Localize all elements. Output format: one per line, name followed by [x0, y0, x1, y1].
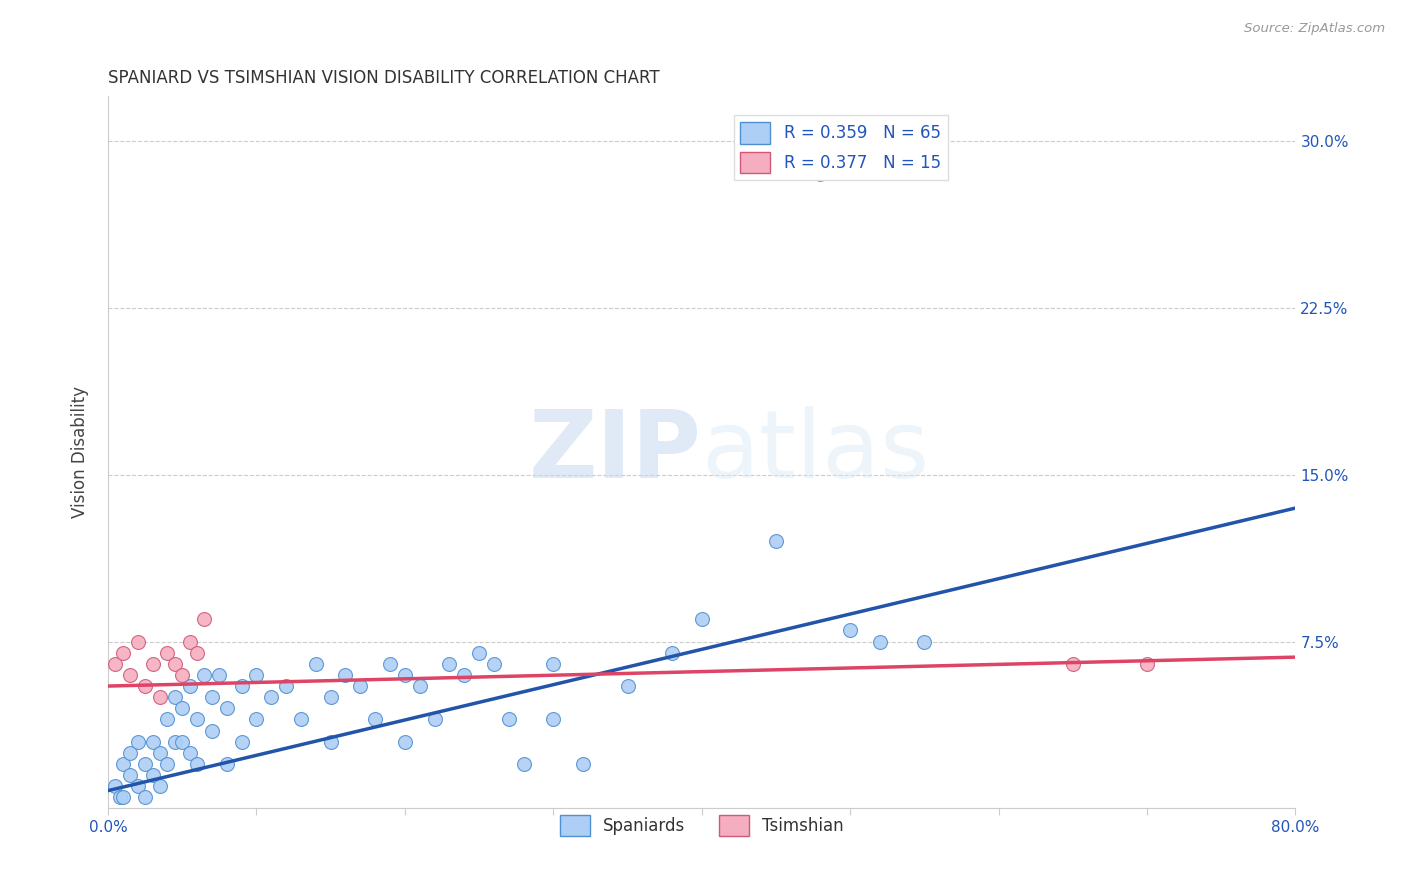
Point [141, 734, 163, 748]
Point [201, 690, 224, 705]
Point [104, 779, 127, 793]
Point [482, 657, 505, 671]
Text: ZIP: ZIP [529, 407, 702, 499]
Point [468, 646, 491, 660]
Point [765, 534, 787, 549]
Point [120, 768, 142, 782]
Point [134, 756, 156, 771]
Point [260, 690, 283, 705]
Point [163, 690, 186, 705]
Point [149, 690, 172, 705]
Point [179, 679, 201, 693]
Point [111, 790, 134, 805]
Point [172, 734, 194, 748]
Point [186, 756, 208, 771]
Text: Source: ZipAtlas.com: Source: ZipAtlas.com [1244, 22, 1385, 36]
Point [290, 713, 312, 727]
Point [616, 679, 638, 693]
Y-axis label: Vision Disability: Vision Disability [72, 386, 89, 518]
Point [120, 746, 142, 760]
Point [394, 734, 416, 748]
Legend: Spaniards, Tsimshian: Spaniards, Tsimshian [553, 808, 851, 843]
Point [305, 657, 328, 671]
Point [231, 679, 253, 693]
Point [186, 713, 208, 727]
Point [274, 679, 297, 693]
Point [156, 713, 179, 727]
Point [572, 756, 595, 771]
Point [141, 768, 163, 782]
Point [453, 668, 475, 682]
Point [543, 713, 565, 727]
Point [172, 701, 194, 715]
Point [839, 624, 862, 638]
Point [172, 668, 194, 682]
Point [661, 646, 683, 660]
Point [912, 634, 935, 648]
Point [193, 612, 215, 626]
Point [423, 713, 446, 727]
Point [245, 668, 267, 682]
Point [231, 734, 253, 748]
Point [319, 734, 342, 748]
Point [163, 734, 186, 748]
Point [134, 790, 156, 805]
Point [869, 634, 891, 648]
Point [498, 713, 520, 727]
Point [215, 701, 238, 715]
Point [810, 167, 832, 181]
Point [163, 657, 186, 671]
Point [104, 657, 127, 671]
Point [111, 756, 134, 771]
Point [208, 668, 231, 682]
Point [215, 756, 238, 771]
Point [409, 679, 432, 693]
Point [543, 657, 565, 671]
Text: atlas: atlas [702, 407, 929, 499]
Point [335, 668, 357, 682]
Point [127, 779, 149, 793]
Text: SPANIARD VS TSIMSHIAN VISION DISABILITY CORRELATION CHART: SPANIARD VS TSIMSHIAN VISION DISABILITY … [108, 69, 659, 87]
Point [134, 679, 156, 693]
Point [108, 790, 131, 805]
Point [156, 646, 179, 660]
Point [120, 668, 142, 682]
Point [690, 612, 713, 626]
Point [512, 756, 534, 771]
Point [149, 746, 172, 760]
Point [127, 634, 149, 648]
Point [378, 657, 401, 671]
Point [349, 679, 371, 693]
Point [149, 779, 172, 793]
Point [193, 668, 215, 682]
Point [111, 646, 134, 660]
Point [156, 756, 179, 771]
Point [394, 668, 416, 682]
Point [186, 646, 208, 660]
Point [1062, 657, 1084, 671]
Point [364, 713, 387, 727]
Point [179, 634, 201, 648]
Point [439, 657, 461, 671]
Point [1136, 657, 1159, 671]
Point [201, 723, 224, 738]
Point [319, 690, 342, 705]
Point [179, 746, 201, 760]
Point [141, 657, 163, 671]
Point [245, 713, 267, 727]
Point [127, 734, 149, 748]
